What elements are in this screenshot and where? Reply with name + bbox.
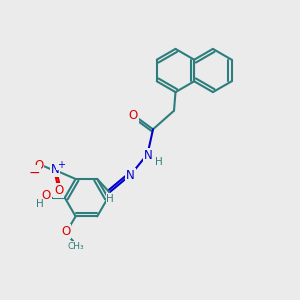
Text: CH₃: CH₃ xyxy=(68,242,85,251)
Text: O: O xyxy=(61,225,70,238)
Text: N: N xyxy=(126,169,135,182)
Text: H: H xyxy=(36,199,44,209)
Text: H: H xyxy=(106,194,114,204)
Text: O: O xyxy=(129,109,138,122)
Text: +: + xyxy=(57,160,65,170)
Text: O: O xyxy=(42,189,51,203)
Text: N: N xyxy=(144,149,153,162)
Text: O: O xyxy=(34,159,43,172)
Text: O: O xyxy=(54,184,63,197)
Text: H: H xyxy=(155,157,163,167)
Text: N: N xyxy=(51,164,60,176)
Text: −: − xyxy=(29,165,40,179)
